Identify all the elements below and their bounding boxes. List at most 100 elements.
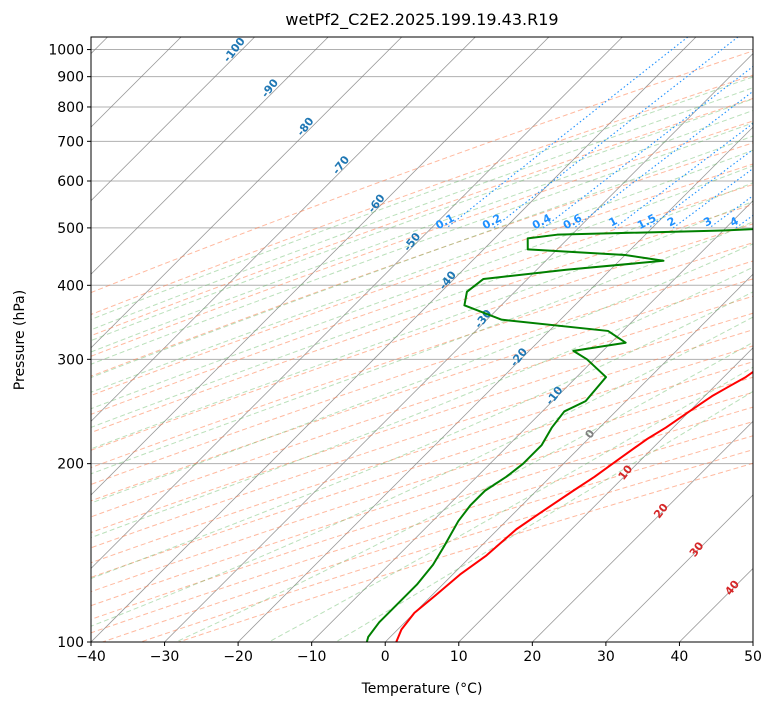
skewed-isotherm — [311, 200, 753, 642]
moist-adiabat — [91, 98, 753, 342]
x-tick-label: 30 — [597, 649, 615, 665]
skewed-isotherm — [384, 273, 753, 642]
moist-adiabat-label: 10 — [616, 462, 636, 482]
y-axis-label: Pressure (hPa) — [12, 290, 28, 390]
skewed-isotherm — [91, 37, 329, 275]
moist-adiabat — [91, 266, 753, 539]
dry-adiabat — [91, 312, 753, 534]
moist-adiabat — [91, 243, 753, 504]
mixing-ratio-line — [672, 167, 753, 229]
dry-adiabat — [91, 184, 753, 415]
dry-adiabat — [102, 435, 753, 642]
mixing-ratio-label: 3 — [701, 214, 714, 229]
mixing-ratio-line — [493, 37, 739, 229]
skewed-isotherm — [752, 641, 753, 642]
mixing-ratio-label: 6 — [767, 214, 775, 229]
x-axis-label: Temperature (°C) — [361, 681, 483, 697]
dry-adiabat — [91, 345, 753, 564]
mixing-ratio-label: 2 — [665, 214, 678, 229]
x-tick-label: 0 — [381, 649, 390, 665]
y-tick-label: 900 — [57, 70, 84, 86]
moist-adiabat-label: -60 — [365, 191, 388, 215]
dry-adiabat — [91, 97, 753, 337]
moist-adiabat — [91, 165, 753, 410]
y-tick-label: 600 — [57, 174, 84, 190]
dry-adiabat — [91, 203, 753, 434]
skewed-isotherm — [532, 420, 753, 642]
x-tick-label: 50 — [744, 649, 762, 665]
temperature-profile-line — [395, 370, 753, 642]
y-tick-label: 400 — [57, 278, 84, 294]
x-tick-label: −30 — [150, 649, 180, 665]
chart-title: wetPf2_C2E2.2025.199.19.43.R19 — [285, 10, 558, 30]
y-tick-label: 700 — [57, 134, 84, 150]
mixing-ratio-line — [573, 90, 753, 229]
dry-adiabat — [91, 50, 753, 294]
skewed-isotherm — [91, 37, 476, 422]
dry-adiabat — [178, 462, 753, 642]
moist-adiabat-label: -80 — [294, 115, 317, 139]
moist-adiabat-label: -90 — [259, 76, 282, 100]
y-tick-label: 100 — [57, 635, 84, 651]
dry-adiabat — [91, 142, 753, 377]
moist-adiabat-label: 40 — [722, 578, 742, 598]
y-tick-label: 300 — [57, 352, 84, 368]
skewed-isotherm — [164, 52, 753, 642]
x-tick-label: 10 — [450, 649, 468, 665]
skewed-isotherm — [91, 37, 697, 642]
moist-adiabat-label: -70 — [330, 153, 353, 177]
mixing-ratio-label: 4 — [728, 214, 741, 229]
x-tick-label: 20 — [523, 649, 541, 665]
moist-adiabat-label: 30 — [687, 539, 707, 559]
moist-adiabat — [91, 76, 753, 321]
skewed-isotherm — [91, 37, 550, 496]
moist-adiabat — [91, 221, 753, 475]
y-tick-label: 200 — [57, 457, 84, 473]
mixing-ratio-label: 1.5 — [635, 211, 658, 232]
dry-adiabat — [91, 278, 753, 502]
dry-adiabat — [91, 391, 753, 607]
x-tick-label: −10 — [297, 649, 327, 665]
dry-adiabat — [91, 295, 753, 518]
y-tick-label: 1000 — [48, 43, 84, 59]
moist-adiabat — [335, 390, 753, 642]
moist-adiabat — [91, 291, 753, 580]
mixing-ratio-label: 0.1 — [433, 211, 456, 232]
moist-adiabat — [91, 182, 753, 428]
mixing-ratio-line — [735, 214, 753, 229]
moist-adiabat — [91, 122, 753, 365]
dry-adiabat — [91, 163, 753, 397]
skewed-isotherm — [458, 347, 753, 642]
moist-adiabat-label: -10 — [543, 384, 566, 408]
dry-adiabat — [91, 329, 753, 549]
moist-adiabat — [91, 87, 753, 331]
moist-adiabat — [91, 135, 753, 379]
plot-area: 0.10.20.40.611.52346810131620253036-100-… — [91, 37, 775, 642]
dry-adiabat — [91, 223, 753, 451]
dry-adiabat — [91, 242, 753, 469]
dry-adiabat — [91, 260, 753, 485]
moist-adiabat-label: 20 — [651, 501, 671, 521]
moist-adiabat-label: -20 — [508, 345, 531, 369]
plot-frame — [90, 36, 754, 643]
skewed-isotherm — [91, 37, 623, 570]
moist-adiabat — [91, 109, 753, 353]
mixing-ratio-line — [543, 65, 753, 229]
mixing-ratio-label: 0.6 — [561, 211, 585, 232]
moist-adiabat — [91, 200, 753, 450]
moist-adiabat-label: -50 — [401, 230, 424, 254]
skewed-isotherm — [91, 37, 255, 202]
x-tick-label: −40 — [76, 649, 106, 665]
x-tick-label: 40 — [671, 649, 689, 665]
x-tick-label: −20 — [223, 649, 253, 665]
y-tick-label: 800 — [57, 100, 84, 116]
dry-adiabat — [91, 376, 753, 593]
axes: −40 −30 −20 −10 0 10 20 30 40 50 100 200 300 400 500 60… — [48, 43, 762, 665]
moist-adiabat — [91, 149, 753, 393]
mixing-ratio-line — [614, 122, 753, 229]
skewed-isotherm — [237, 126, 753, 642]
skewed-isotherm — [91, 37, 403, 349]
dry-adiabat — [91, 361, 753, 578]
dry-adiabat — [91, 74, 753, 316]
